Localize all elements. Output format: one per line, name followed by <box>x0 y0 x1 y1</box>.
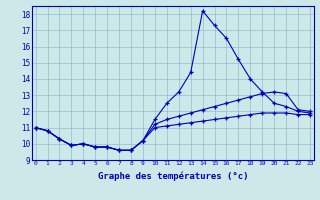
X-axis label: Graphe des températures (°c): Graphe des températures (°c) <box>98 172 248 181</box>
